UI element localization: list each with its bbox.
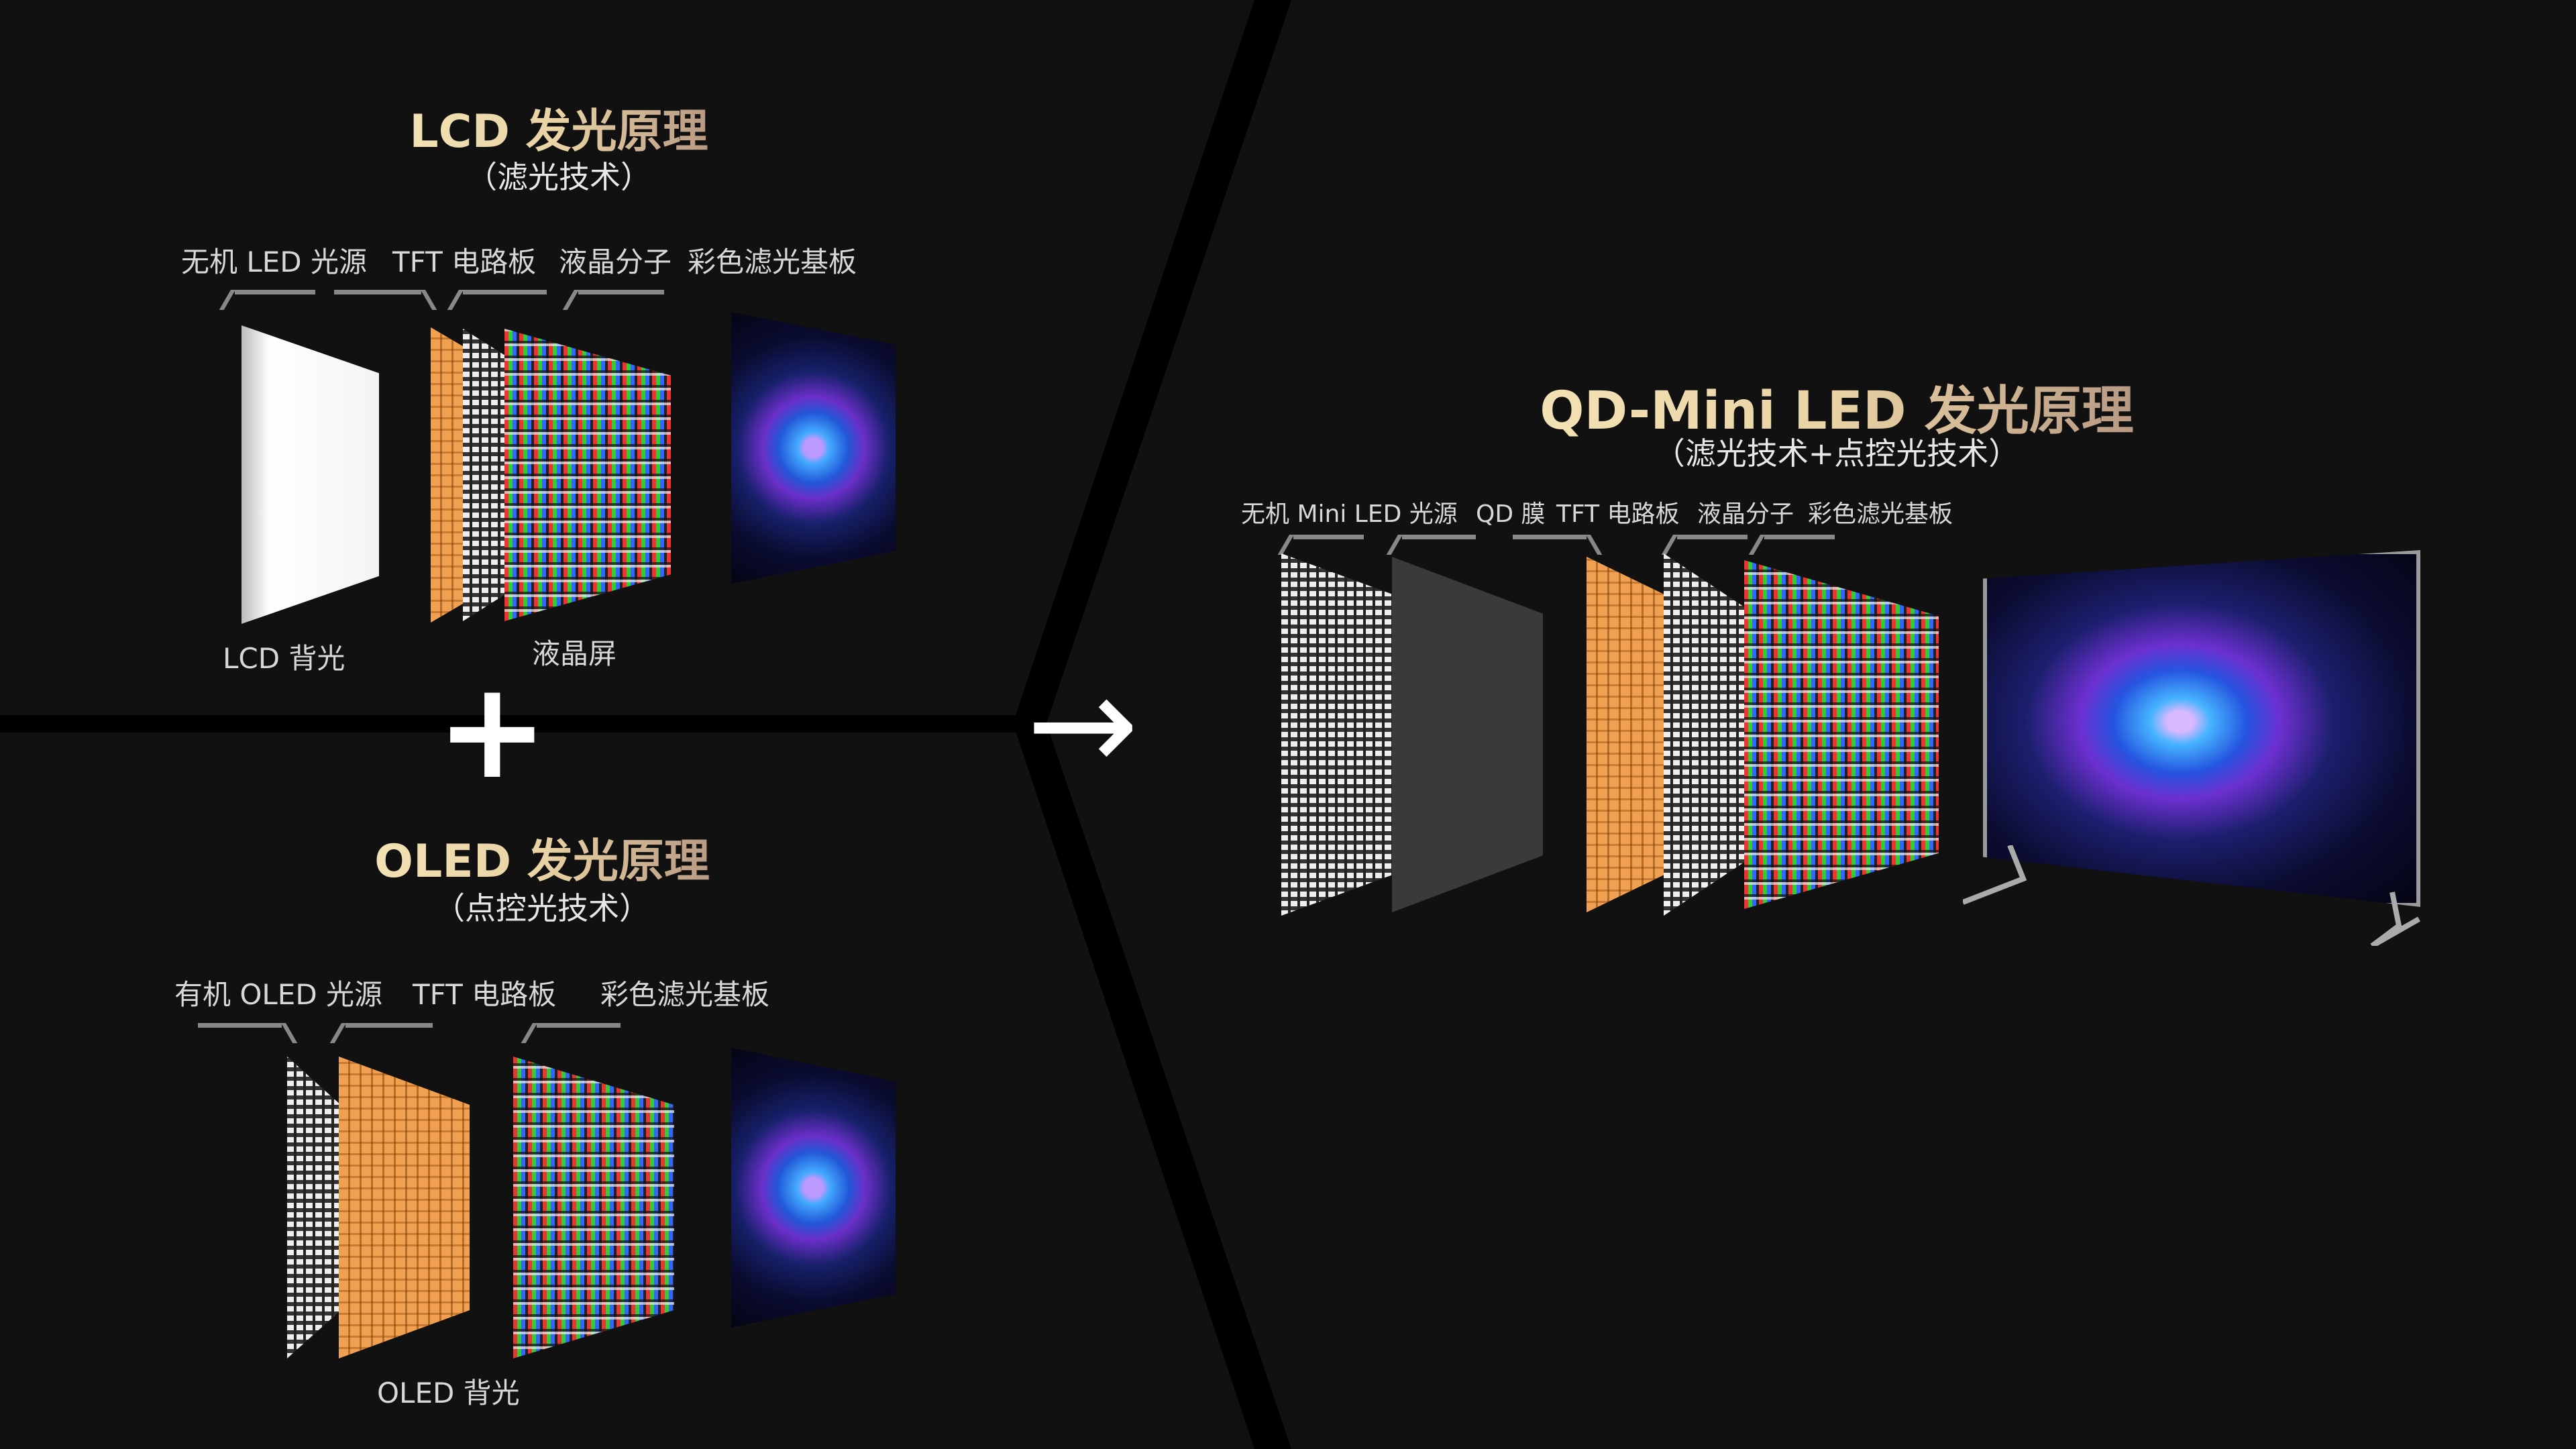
horizontal-divider <box>0 715 1033 733</box>
leader-line <box>334 290 421 294</box>
leader-line <box>198 1023 282 1028</box>
qd-subtitle: （滤光技术+点控光技术） <box>1654 435 2020 472</box>
lcd-label-tft: TFT 电路板 <box>392 246 537 278</box>
tv-stand <box>1963 845 2420 946</box>
qd-label-liquid-crystal: 液晶分子 <box>1697 500 1794 528</box>
leader-line <box>1764 535 1835 539</box>
screen-image <box>731 312 896 584</box>
lcd-subtitle: （滤光技术） <box>466 159 651 195</box>
tv <box>1963 550 2426 946</box>
leader-line <box>1402 535 1476 539</box>
liquid-crystal-layer <box>1664 553 1751 916</box>
qd-film-layer <box>1392 557 1543 912</box>
screen-image <box>731 1048 896 1328</box>
plus-icon: + <box>436 653 549 809</box>
qd-title: QD-Mini LED 发光原理 <box>1540 369 2134 444</box>
oled-title: OLED 发光原理 <box>374 824 710 890</box>
color-filter-layer <box>1744 560 1939 909</box>
qd-label-color-filter: 彩色滤光基板 <box>1808 500 1953 528</box>
leader-line <box>578 290 664 294</box>
lcd-screen-label: 液晶屏 <box>532 637 617 670</box>
tft-layer <box>339 1057 470 1358</box>
color-filter-layer <box>504 329 671 621</box>
qd-label-qd-film: QD 膜 <box>1476 500 1546 528</box>
lcd-backlight-panel <box>241 325 379 624</box>
oled-source-layer <box>287 1057 341 1358</box>
oled-label-tft: TFT 电路板 <box>413 978 557 1011</box>
oled-label-oled-source: 有机 OLED 光源 <box>174 978 383 1011</box>
color-filter-layer <box>513 1057 674 1358</box>
oled-label-color-filter: 彩色滤光基板 <box>600 978 770 1011</box>
oled-backlight-label: OLED 背光 <box>377 1377 520 1409</box>
leader-line <box>235 290 315 294</box>
leader-line <box>537 1023 621 1028</box>
qd-label-mini-led: 无机 Mini LED 光源 <box>1241 500 1458 528</box>
lcd-label-led-source: 无机 LED 光源 <box>181 246 367 278</box>
leader-line <box>1293 535 1364 539</box>
arrow-right-icon: → <box>1026 646 1139 802</box>
leader-line <box>1513 535 1587 539</box>
lcd-label-liquid-crystal: 液晶分子 <box>559 246 672 278</box>
leader-line <box>1677 535 1748 539</box>
oled-subtitle: （点控光技术） <box>434 890 650 926</box>
tv-screen <box>1983 550 2420 907</box>
qd-label-tft: TFT 电路板 <box>1556 500 1680 528</box>
lcd-title: LCD 发光原理 <box>409 94 708 160</box>
lcd-label-color-filter: 彩色滤光基板 <box>688 246 857 278</box>
lcd-backlight-label: LCD 背光 <box>223 642 345 675</box>
leader-line <box>345 1023 433 1028</box>
leader-line <box>463 290 547 294</box>
